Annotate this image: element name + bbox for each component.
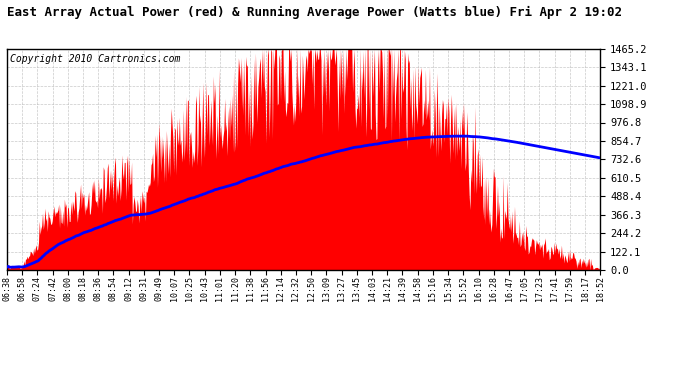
Text: Copyright 2010 Cartronics.com: Copyright 2010 Cartronics.com	[10, 54, 180, 64]
Text: East Array Actual Power (red) & Running Average Power (Watts blue) Fri Apr 2 19:: East Array Actual Power (red) & Running …	[7, 6, 622, 19]
